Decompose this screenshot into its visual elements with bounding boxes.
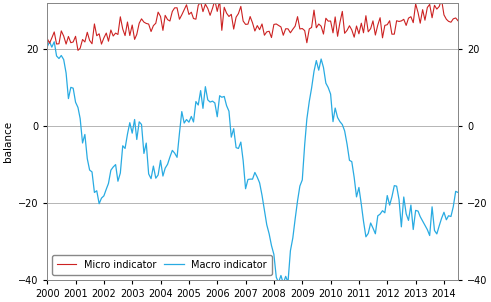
Y-axis label: balance: balance (3, 121, 13, 162)
Legend: Micro indicator, Macro indicator: Micro indicator, Macro indicator (52, 255, 272, 275)
